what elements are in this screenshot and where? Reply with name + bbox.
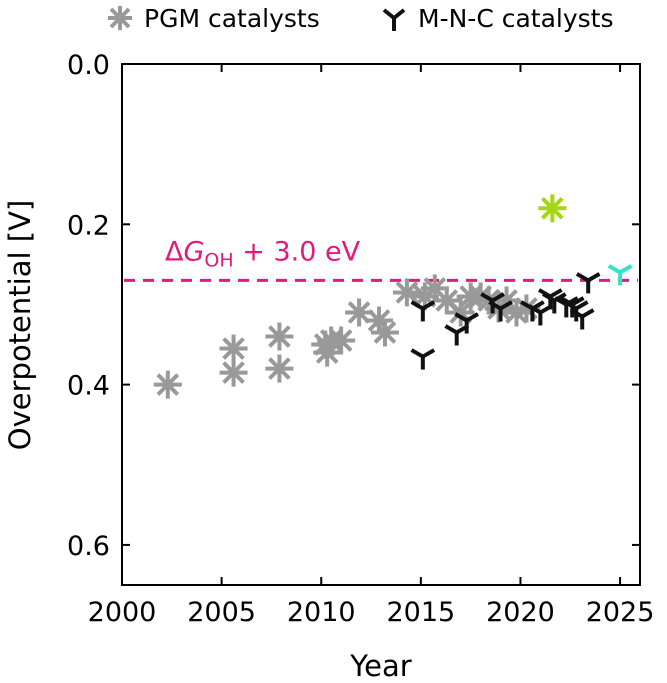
asterisk-marker-s0-p1 xyxy=(219,334,248,363)
x-tick-label: 2010 xyxy=(287,597,356,628)
legend-label-pgm: PGM catalysts xyxy=(144,4,320,33)
tri-marker-s1-p3 xyxy=(454,312,479,334)
x-tick-label: 2025 xyxy=(586,597,655,628)
y-tick-label: 0.0 xyxy=(67,50,110,81)
asterisk-marker-s0-p8 xyxy=(327,326,356,355)
y-axis: 0.0 0.2 0.4 0.6 xyxy=(67,50,640,562)
reference-line-symbol: G xyxy=(183,236,204,267)
legend-marker-mnc xyxy=(382,8,406,31)
tri-marker-s1-p2 xyxy=(444,324,470,346)
asterisk-marker-s0-p11 xyxy=(370,318,399,347)
asterisk-marker-s0-p3 xyxy=(265,322,294,351)
asterisk-marker-s0-p12 xyxy=(392,278,421,307)
legend-marker-pgm xyxy=(108,6,132,30)
y-tick-label: 0.4 xyxy=(67,371,110,402)
tri-marker-s1-p14 xyxy=(575,272,601,294)
asterisk-marker-s0-p2 xyxy=(219,358,248,387)
x-tick-label: 2020 xyxy=(486,597,555,628)
y-tick-label: 0.6 xyxy=(67,531,110,562)
y-axis-label: Overpotential [V] xyxy=(3,200,37,450)
reference-line-label: ΔGOH + 3.0 eV xyxy=(165,236,361,271)
legend-label-mnc: M-N-C catalysts xyxy=(418,4,614,33)
tri-marker-s3-p0 xyxy=(607,264,633,286)
x-axis-label: Year xyxy=(349,649,411,683)
plot-frame xyxy=(121,63,641,586)
y-tick-label: 0.2 xyxy=(67,210,110,241)
reference-line-rest: + 3.0 eV xyxy=(234,236,361,267)
x-axis: 2000 2005 2010 2015 2020 2025 xyxy=(88,64,655,628)
x-tick-label: 2015 xyxy=(386,597,455,628)
tri-marker-s1-p5 xyxy=(488,300,513,322)
tri-marker-s1-p13 xyxy=(569,308,595,330)
reference-line-subscript: OH xyxy=(204,249,233,271)
data-points xyxy=(153,194,633,399)
asterisk-marker-s0-p0 xyxy=(153,370,182,399)
reference-line-delta: Δ xyxy=(165,236,184,267)
asterisk-marker-s0-p4 xyxy=(265,354,294,383)
x-tick-label: 2000 xyxy=(88,597,157,628)
tri-marker-s1-p1 xyxy=(410,348,436,370)
x-tick-label: 2005 xyxy=(187,597,256,628)
tri-marker-s1-p0 xyxy=(410,300,436,322)
asterisk-marker-s2-p0 xyxy=(538,194,567,223)
legend: PGM catalysts M-N-C catalysts xyxy=(108,4,614,33)
